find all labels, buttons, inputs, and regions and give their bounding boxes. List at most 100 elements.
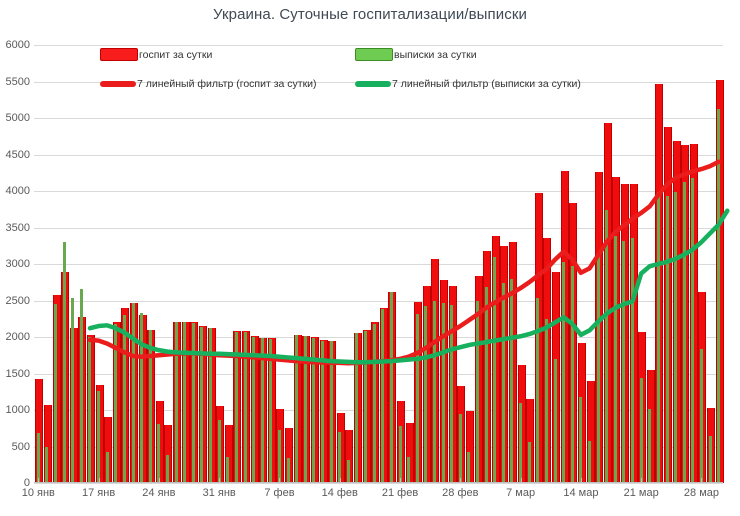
bar	[148, 329, 152, 483]
y-axis-labels: 0 500 1000 1500 2000 2500 3000 3500 4000 4500 5000…	[0, 39, 30, 489]
bar	[381, 308, 385, 483]
y-axis-tick-label: 3500	[5, 221, 30, 234]
x-axis-tick-mark	[580, 478, 582, 483]
bar	[526, 399, 535, 483]
gridline	[34, 118, 723, 119]
x-axis-tick-label: 17 янв	[82, 487, 116, 499]
bar	[295, 334, 299, 483]
bar	[286, 458, 290, 483]
legend-item[interactable]: выписки за сутки	[355, 48, 477, 61]
x-axis-tick-mark	[98, 478, 100, 483]
bar	[104, 417, 113, 483]
x-axis-tick-label: 7 мар	[506, 487, 536, 499]
bar	[164, 424, 173, 483]
x-axis-tick-mark	[38, 478, 40, 483]
gridline	[34, 154, 723, 156]
bar	[105, 451, 109, 483]
bar	[527, 442, 531, 483]
bar	[484, 286, 488, 483]
y-axis-tick-label: 1000	[5, 404, 30, 416]
x-axis-tick-mark	[400, 478, 402, 483]
x-axis-tick-mark	[520, 478, 522, 483]
bar	[467, 451, 471, 483]
bar	[656, 192, 660, 483]
bar	[717, 108, 721, 483]
bar	[321, 340, 325, 483]
bar	[88, 337, 92, 483]
bar	[234, 331, 238, 483]
x-axis-tick-label: 31 янв	[202, 487, 236, 499]
bar	[407, 457, 411, 483]
bar	[243, 331, 247, 483]
legend-label: выписки за сутки	[394, 48, 477, 61]
y-axis-tick-label: 3000	[5, 258, 30, 270]
y-axis-tick-label: 6000	[5, 39, 30, 51]
chart-title: Украина. Суточные госпитализации/выписки	[213, 6, 527, 23]
bar	[71, 297, 75, 483]
bar	[217, 419, 221, 483]
bar	[140, 312, 144, 483]
bar	[183, 322, 187, 483]
legend-item[interactable]: 7 линейный фильтр (госпит за сутки)	[100, 78, 317, 90]
bar	[54, 304, 58, 483]
bar	[665, 196, 669, 483]
bar	[97, 391, 101, 483]
x-axis-tick-label: 28 мар	[683, 487, 720, 499]
bar	[501, 282, 505, 483]
bar	[338, 431, 342, 483]
x-axis-tick-label: 21 мар	[623, 487, 659, 499]
gridline	[34, 483, 723, 484]
x-axis-tick-label: 28 фев	[442, 487, 479, 499]
bar	[131, 302, 135, 483]
y-axis-tick-label: 4000	[5, 185, 30, 197]
bar	[432, 300, 436, 483]
y-axis-tick-label: 0	[23, 477, 30, 489]
bar	[285, 427, 294, 483]
bar	[465, 411, 474, 483]
legend-label: госпит за сутки	[139, 48, 213, 61]
bar	[708, 436, 712, 483]
bar	[35, 379, 44, 483]
bar	[372, 323, 376, 483]
bar	[157, 423, 161, 483]
bar	[200, 326, 204, 483]
legend-label: 7 линейный фильтр (выписки за сутки)	[392, 78, 581, 90]
bar	[510, 279, 514, 483]
bar	[682, 182, 686, 483]
legend-item[interactable]: госпит за сутки	[100, 48, 212, 61]
bar	[622, 240, 626, 483]
legend-swatch-bar-icon	[355, 48, 393, 61]
bar	[303, 336, 307, 483]
bar	[476, 301, 480, 483]
chart-legend: госпит за сутки выписки за сутки 7 линейны…	[100, 48, 660, 96]
bar	[596, 254, 600, 483]
bar	[191, 323, 195, 483]
x-axis-tick-mark	[460, 478, 462, 483]
bar	[674, 191, 678, 483]
legend-item[interactable]: 7 линейный фильтр (выписки за сутки)	[355, 78, 581, 90]
bar	[174, 322, 178, 483]
bar	[43, 404, 52, 483]
bar	[648, 409, 652, 483]
bar	[691, 177, 695, 483]
bar	[269, 339, 273, 483]
bar	[114, 323, 118, 483]
bar	[544, 319, 548, 483]
bar	[424, 306, 428, 483]
x-axis-tick-label: 14 мар	[563, 487, 599, 499]
plot-area	[34, 45, 730, 484]
bar	[226, 456, 230, 483]
bar	[519, 402, 523, 483]
x-axis-tick-label: 10 янв	[21, 487, 55, 499]
bar	[346, 459, 350, 483]
bar	[699, 349, 703, 483]
x-axis-tick-mark	[279, 478, 281, 483]
bar	[605, 209, 609, 483]
x-axis-tick-mark	[701, 478, 703, 483]
x-axis-tick-mark	[641, 478, 643, 483]
y-axis-tick-label: 500	[11, 440, 30, 453]
x-axis-line	[34, 482, 723, 483]
bar	[62, 242, 66, 483]
bar	[639, 377, 643, 483]
